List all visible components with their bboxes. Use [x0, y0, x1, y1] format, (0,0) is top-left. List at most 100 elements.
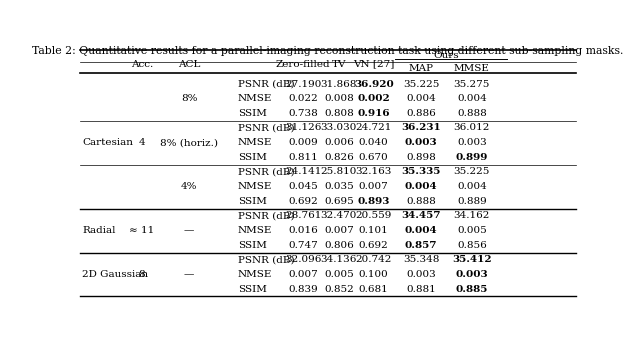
Text: Cartesian: Cartesian: [83, 138, 134, 147]
Text: 25.810: 25.810: [321, 167, 357, 176]
Text: 0.005: 0.005: [457, 226, 486, 235]
Text: 36.231: 36.231: [401, 123, 441, 133]
Text: 0.852: 0.852: [324, 285, 354, 294]
Text: 0.893: 0.893: [358, 197, 390, 206]
Text: 8%: 8%: [181, 94, 197, 103]
Text: 24.721: 24.721: [355, 123, 392, 133]
Text: NMSE: NMSE: [237, 270, 272, 279]
Text: 0.738: 0.738: [289, 109, 318, 118]
Text: 20.559: 20.559: [355, 212, 392, 220]
Text: 0.101: 0.101: [359, 226, 388, 235]
Text: 0.692: 0.692: [359, 241, 388, 250]
Text: 0.022: 0.022: [289, 94, 318, 103]
Text: 0.003: 0.003: [405, 138, 438, 147]
Text: 0.003: 0.003: [457, 138, 486, 147]
Text: Zero-filled: Zero-filled: [276, 60, 330, 69]
Text: 34.162: 34.162: [454, 212, 490, 220]
Text: 0.004: 0.004: [457, 94, 486, 103]
Text: 0.045: 0.045: [289, 182, 318, 191]
Text: NMSE: NMSE: [237, 226, 272, 235]
Text: 0.016: 0.016: [289, 226, 318, 235]
Text: 0.695: 0.695: [324, 197, 354, 206]
Text: 0.040: 0.040: [359, 138, 388, 147]
Text: TV: TV: [332, 60, 346, 69]
Text: 8% (horiz.): 8% (horiz.): [160, 138, 218, 147]
Text: ACL: ACL: [178, 60, 200, 69]
Text: MMSE: MMSE: [454, 64, 490, 73]
Text: 0.007: 0.007: [359, 182, 388, 191]
Text: 0.005: 0.005: [324, 270, 354, 279]
Text: 31.868: 31.868: [321, 80, 357, 88]
Text: 0.002: 0.002: [357, 94, 390, 103]
Text: 0.670: 0.670: [359, 153, 388, 162]
Text: —: —: [184, 226, 195, 235]
Text: 20.742: 20.742: [355, 255, 392, 264]
Text: 0.035: 0.035: [324, 182, 354, 191]
Text: PSNR (dB): PSNR (dB): [237, 80, 294, 88]
Text: 0.808: 0.808: [324, 109, 354, 118]
Text: 0.857: 0.857: [405, 241, 438, 250]
Text: 0.006: 0.006: [324, 138, 354, 147]
Text: 0.004: 0.004: [406, 94, 436, 103]
Text: Acc.: Acc.: [131, 60, 153, 69]
Text: VN [27]: VN [27]: [353, 60, 394, 69]
Text: 2D Gaussian: 2D Gaussian: [83, 270, 148, 279]
Text: 0.004: 0.004: [405, 182, 438, 191]
Text: PSNR (dB): PSNR (dB): [237, 123, 294, 133]
Text: SSIM: SSIM: [237, 197, 267, 206]
Text: 0.004: 0.004: [457, 182, 486, 191]
Text: PSNR (dB): PSNR (dB): [237, 212, 294, 220]
Text: 35.335: 35.335: [401, 167, 441, 176]
Text: 0.747: 0.747: [289, 241, 318, 250]
Text: 32.470: 32.470: [321, 212, 357, 220]
Text: 0.806: 0.806: [324, 241, 354, 250]
Text: 32.096: 32.096: [285, 255, 321, 264]
Text: 0.003: 0.003: [456, 270, 488, 279]
Text: 36.920: 36.920: [354, 80, 394, 88]
Text: 35.412: 35.412: [452, 255, 492, 264]
Text: 0.886: 0.886: [406, 109, 436, 118]
Text: 0.692: 0.692: [289, 197, 318, 206]
Text: 36.012: 36.012: [454, 123, 490, 133]
Text: SSIM: SSIM: [237, 285, 267, 294]
Text: 35.275: 35.275: [454, 80, 490, 88]
Text: 0.881: 0.881: [406, 285, 436, 294]
Text: SSIM: SSIM: [237, 109, 267, 118]
Text: 0.898: 0.898: [406, 153, 436, 162]
Text: NMSE: NMSE: [237, 138, 272, 147]
Text: 0.888: 0.888: [457, 109, 486, 118]
Text: 33.030: 33.030: [321, 123, 357, 133]
Text: 0.004: 0.004: [405, 226, 438, 235]
Text: 0.008: 0.008: [324, 94, 354, 103]
Text: ≈ 11: ≈ 11: [129, 226, 155, 235]
Text: 35.225: 35.225: [454, 167, 490, 176]
Text: 31.126: 31.126: [285, 123, 321, 133]
Text: MAP: MAP: [409, 64, 434, 73]
Text: Radial: Radial: [83, 226, 116, 235]
Text: 4: 4: [139, 138, 145, 147]
Text: SSIM: SSIM: [237, 241, 267, 250]
Text: 0.856: 0.856: [457, 241, 486, 250]
Text: Table 2: Quantitative results for a parallel-imaging reconstruction task using d: Table 2: Quantitative results for a para…: [32, 46, 624, 56]
Text: 0.916: 0.916: [357, 109, 390, 118]
Text: 28.761: 28.761: [285, 212, 321, 220]
Text: 32.163: 32.163: [355, 167, 392, 176]
Text: 24.141: 24.141: [285, 167, 321, 176]
Text: 0.007: 0.007: [324, 226, 354, 235]
Text: 0.826: 0.826: [324, 153, 354, 162]
Text: 0.885: 0.885: [456, 285, 488, 294]
Text: 0.899: 0.899: [456, 153, 488, 162]
Text: 0.003: 0.003: [406, 270, 436, 279]
Text: 0.889: 0.889: [457, 197, 486, 206]
Text: 34.457: 34.457: [401, 212, 441, 220]
Text: NMSE: NMSE: [237, 182, 272, 191]
Text: —: —: [184, 270, 195, 279]
Text: 0.009: 0.009: [289, 138, 318, 147]
Text: 0.811: 0.811: [289, 153, 318, 162]
Text: 0.681: 0.681: [359, 285, 388, 294]
Text: NMSE: NMSE: [237, 94, 272, 103]
Text: 34.136: 34.136: [321, 255, 357, 264]
Text: 0.100: 0.100: [359, 270, 388, 279]
Text: PSNR (dB): PSNR (dB): [237, 255, 294, 264]
Text: SSIM: SSIM: [237, 153, 267, 162]
